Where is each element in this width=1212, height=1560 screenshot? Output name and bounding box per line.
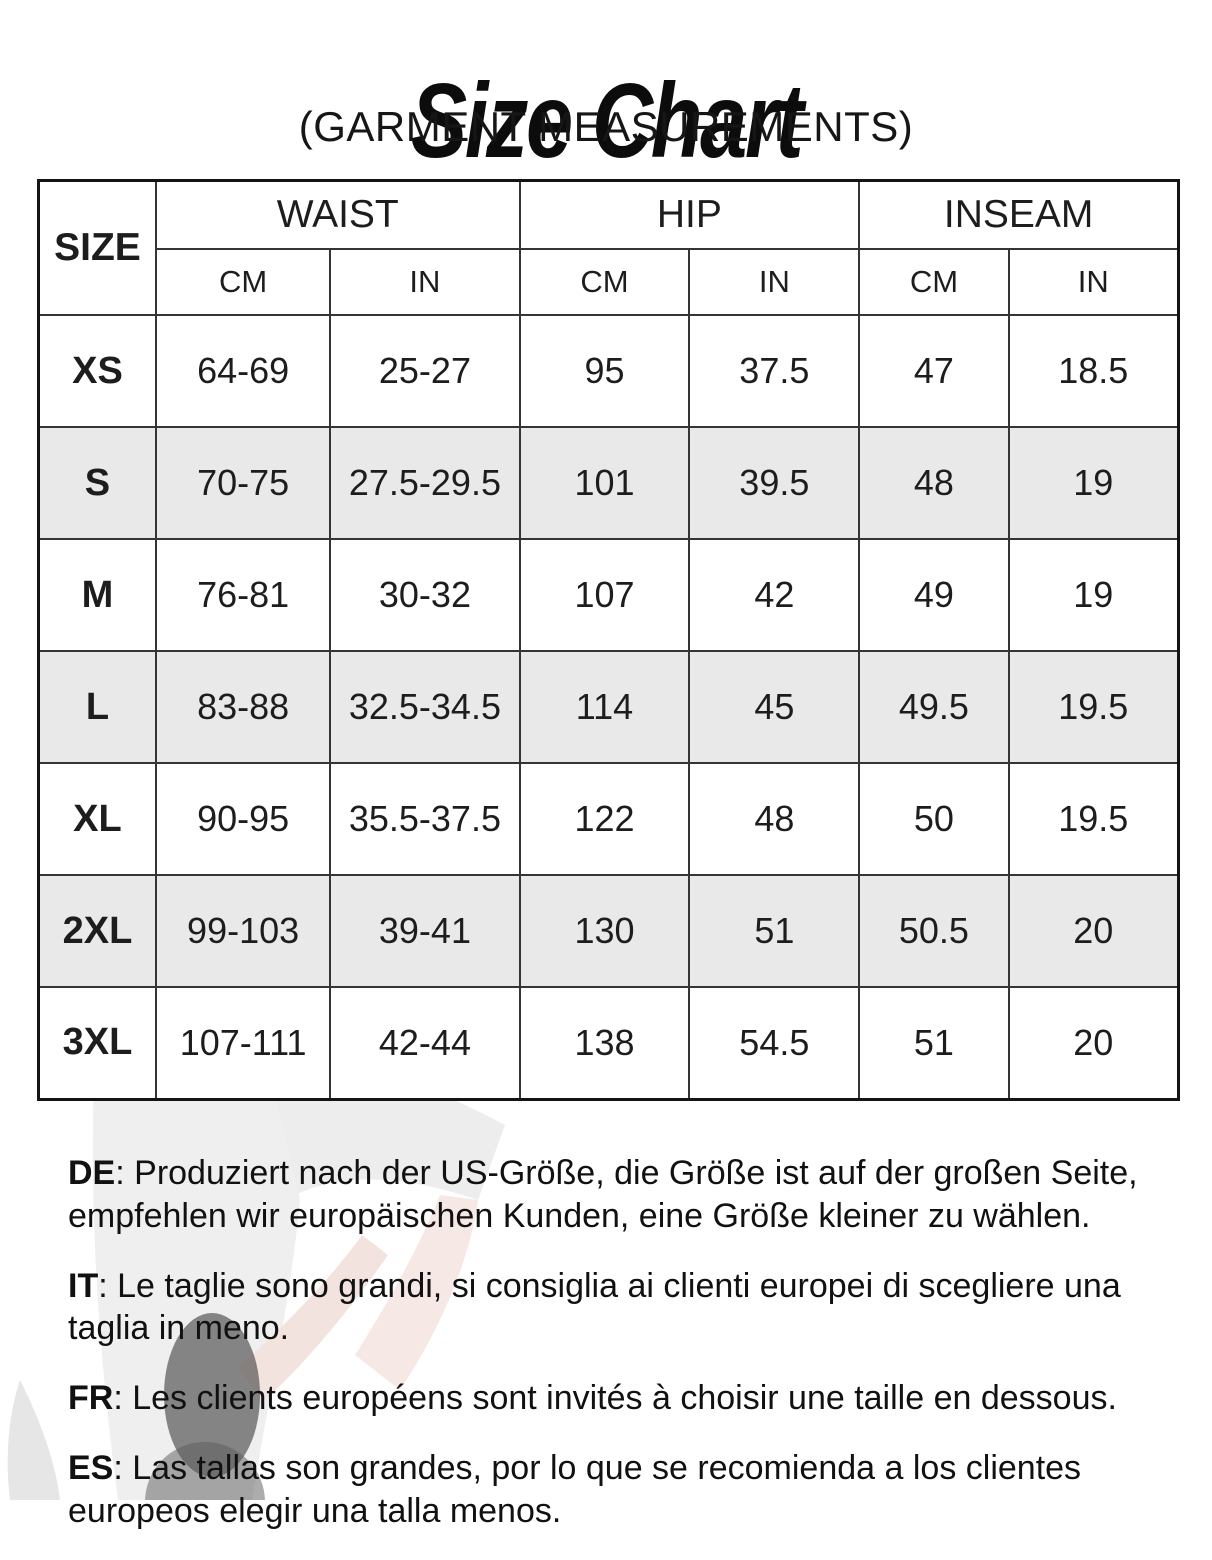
table-row-s: S 70-75 27.5-29.5 101 39.5 48 19 <box>37 426 1180 540</box>
cell-waist-cm: 64-69 <box>154 314 332 428</box>
size-label: 2XL <box>37 874 157 988</box>
cell-hip-cm: 95 <box>518 314 691 428</box>
note-it: IT: Le taglie sono grandi, si consiglia … <box>68 1265 1153 1351</box>
cell-waist-cm: 83-88 <box>154 650 332 764</box>
cell-waist-in: 32.5-34.5 <box>329 650 521 764</box>
size-label: M <box>37 538 157 652</box>
cell-inseam-cm: 51 <box>858 986 1010 1100</box>
cell-hip-cm: 107 <box>518 538 691 652</box>
cell-hip-in: 39.5 <box>688 426 861 540</box>
cell-hip-cm: 101 <box>518 426 691 540</box>
note-text: Le taglie sono grandi, si consiglia ai c… <box>68 1266 1121 1348</box>
size-label: L <box>37 650 157 764</box>
size-label: XL <box>37 762 157 876</box>
note-text: Las tallas son grandes, por lo que se re… <box>68 1449 1082 1530</box>
size-label: XS <box>37 314 157 428</box>
cell-waist-in: 39-41 <box>329 874 521 988</box>
note-text: Les clients européens sont invités à cho… <box>132 1379 1117 1418</box>
column-group-hip: HIP <box>518 179 861 250</box>
note-lang-label: DE <box>68 1154 116 1192</box>
size-chart-table: SIZE WAIST HIP INSEAM CM IN CM IN CM IN … <box>37 179 1180 1101</box>
cell-inseam-cm: 49 <box>858 538 1010 652</box>
note-lang-label: FR <box>68 1379 114 1418</box>
column-header-hip-cm: CM <box>518 248 691 316</box>
note-separator: : <box>113 1379 133 1418</box>
table-header-group-row: SIZE WAIST HIP INSEAM <box>37 179 1180 316</box>
cell-inseam-in: 18.5 <box>1007 314 1180 428</box>
cell-hip-in: 45 <box>688 650 861 764</box>
note-text: Produziert nach der US-Größe, die Größe … <box>68 1154 1138 1235</box>
cell-hip-in: 48 <box>688 762 861 876</box>
size-chart-page: { "title": "Size Chart", "subtitle": "(G… <box>7 62 1180 1560</box>
cell-hip-cm: 138 <box>518 986 691 1100</box>
cell-waist-cm: 107-111 <box>154 986 332 1100</box>
cell-inseam-cm: 50 <box>858 762 1010 876</box>
cell-waist-cm: 99-103 <box>154 874 332 988</box>
note-lang-label: IT <box>68 1266 99 1305</box>
cell-hip-cm: 130 <box>518 874 691 988</box>
table-header-unit-row: CM IN CM IN CM IN <box>39 248 1180 316</box>
note-separator: : <box>98 1266 118 1305</box>
note-separator: : <box>115 1154 135 1192</box>
cell-inseam-cm: 48 <box>858 426 1010 540</box>
cell-waist-cm: 90-95 <box>154 762 332 876</box>
table-row-l: L 83-88 32.5-34.5 114 45 49.5 19.5 <box>37 650 1180 764</box>
table-row-2xl: 2XL 99-103 39-41 130 51 50.5 20 <box>37 874 1180 988</box>
table-row-xl: XL 90-95 35.5-37.5 122 48 50 19.5 <box>37 762 1180 876</box>
cell-waist-in: 30-32 <box>329 538 521 652</box>
column-header-size: SIZE <box>37 179 157 316</box>
cell-inseam-cm: 50.5 <box>858 874 1010 988</box>
page-subtitle: (GARMENT MEASUREMENTS) <box>298 103 914 150</box>
column-header-hip-in: IN <box>688 248 861 316</box>
cell-hip-in: 42 <box>688 538 861 652</box>
cell-inseam-in: 20 <box>1007 874 1180 988</box>
cell-waist-cm: 70-75 <box>154 426 332 540</box>
note-fr: FR: Les clients européens sont invités à… <box>68 1377 1153 1420</box>
size-label: S <box>37 426 157 540</box>
cell-hip-in: 37.5 <box>688 314 861 428</box>
note-separator: : <box>113 1449 133 1488</box>
column-header-waist-cm: CM <box>154 248 332 316</box>
cell-waist-in: 35.5-37.5 <box>329 762 521 876</box>
sizing-notes: DE: Produziert nach der US-Größe, die Gr… <box>68 1152 1153 1560</box>
cell-waist-in: 27.5-29.5 <box>329 426 521 540</box>
column-header-inseam-cm: CM <box>858 248 1010 316</box>
column-header-inseam-in: IN <box>1007 248 1180 316</box>
table-row-m: M 76-81 30-32 107 42 49 19 <box>37 538 1180 652</box>
cell-hip-in: 51 <box>688 874 861 988</box>
cell-hip-in: 54.5 <box>688 986 861 1100</box>
cell-inseam-in: 19.5 <box>1007 762 1180 876</box>
cell-waist-in: 42-44 <box>329 986 521 1100</box>
cell-hip-cm: 114 <box>518 650 691 764</box>
cell-inseam-cm: 49.5 <box>858 650 1010 764</box>
note-de: DE: Produziert nach der US-Größe, die Gr… <box>68 1152 1153 1238</box>
column-header-waist-in: IN <box>329 248 521 316</box>
cell-hip-cm: 122 <box>518 762 691 876</box>
table-row-xs: XS 64-69 25-27 95 37.5 47 18.5 <box>37 314 1180 428</box>
cell-inseam-cm: 47 <box>858 314 1010 428</box>
cell-waist-cm: 76-81 <box>154 538 332 652</box>
column-group-waist: WAIST <box>154 179 521 250</box>
note-lang-label: ES <box>68 1449 114 1488</box>
cell-inseam-in: 19 <box>1007 426 1180 540</box>
page-title: Size Chart <box>410 62 804 181</box>
cell-inseam-in: 19 <box>1007 538 1180 652</box>
cell-inseam-in: 20 <box>1007 986 1180 1100</box>
column-group-inseam: INSEAM <box>858 179 1180 250</box>
cell-inseam-in: 19.5 <box>1007 650 1180 764</box>
note-es: ES: Las tallas son grandes, por lo que s… <box>68 1447 1153 1533</box>
table-row-3xl: 3XL 107-111 42-44 138 54.5 51 20 <box>37 986 1180 1100</box>
cell-waist-in: 25-27 <box>329 314 521 428</box>
size-label: 3XL <box>37 986 157 1100</box>
